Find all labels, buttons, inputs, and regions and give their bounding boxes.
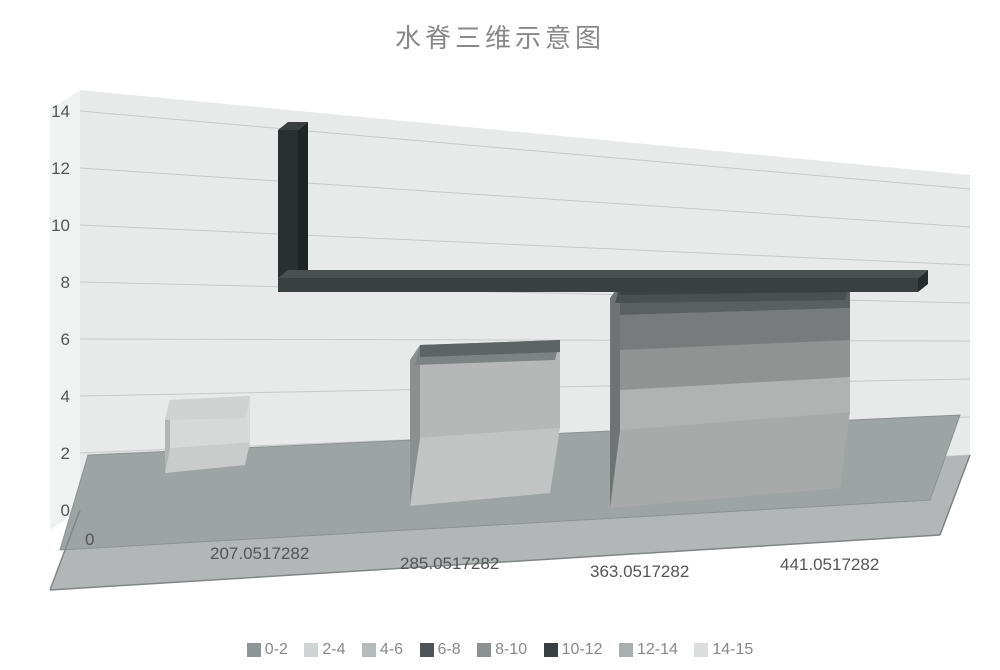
legend-item: 8-10	[477, 641, 527, 659]
legend-swatch	[420, 643, 434, 657]
y-tick: 2	[30, 444, 70, 464]
legend-swatch	[362, 643, 376, 657]
ridge-3	[610, 282, 850, 508]
legend-label: 2-4	[322, 641, 345, 659]
legend-swatch	[304, 643, 318, 657]
legend-item: 14-15	[694, 641, 753, 659]
legend-label: 0-2	[265, 641, 288, 659]
chart-title: 水脊三维示意图	[0, 18, 1000, 55]
ridge-1	[165, 396, 250, 473]
legend-item: 12-14	[619, 641, 678, 659]
x-tick: 0	[85, 530, 94, 550]
legend-swatch	[619, 643, 633, 657]
legend-label: 4-6	[380, 641, 403, 659]
legend-item: 2-4	[304, 641, 345, 659]
y-tick: 14	[30, 102, 70, 122]
x-tick: 207.0517282	[210, 544, 309, 564]
x-tick: 285.0517282	[400, 554, 499, 574]
y-tick: 6	[30, 330, 70, 350]
legend-swatch	[477, 643, 491, 657]
y-tick: 12	[30, 159, 70, 179]
legend-item: 10-12	[544, 641, 603, 659]
y-tick: 8	[30, 273, 70, 293]
legend: 0-2 2-4 4-6 6-8 8-10 10-12 12-14 14-15	[0, 641, 1000, 662]
x-axis: 0 207.0517282 285.0517282 363.0517282 44…	[80, 510, 980, 590]
legend-item: 6-8	[420, 641, 461, 659]
chart-container: 水脊三维示意图	[0, 0, 1000, 670]
x-tick: 363.0517282	[590, 562, 689, 582]
legend-item: 0-2	[247, 641, 288, 659]
legend-label: 12-14	[637, 641, 678, 659]
legend-label: 10-12	[562, 641, 603, 659]
legend-label: 14-15	[712, 641, 753, 659]
legend-item: 4-6	[362, 641, 403, 659]
ridge-2	[410, 340, 560, 506]
x-tick: 441.0517282	[780, 555, 879, 575]
legend-swatch	[694, 643, 708, 657]
legend-swatch	[544, 643, 558, 657]
legend-swatch	[247, 643, 261, 657]
plot-area: 0 2 4 6 8 10 12 14 0 207.0517282 285.051…	[20, 60, 980, 600]
y-tick: 4	[30, 387, 70, 407]
legend-label: 6-8	[438, 641, 461, 659]
legend-label: 8-10	[495, 641, 527, 659]
y-axis: 0 2 4 6 8 10 12 14	[30, 135, 70, 515]
y-tick: 10	[30, 216, 70, 236]
y-tick: 0	[30, 501, 70, 521]
